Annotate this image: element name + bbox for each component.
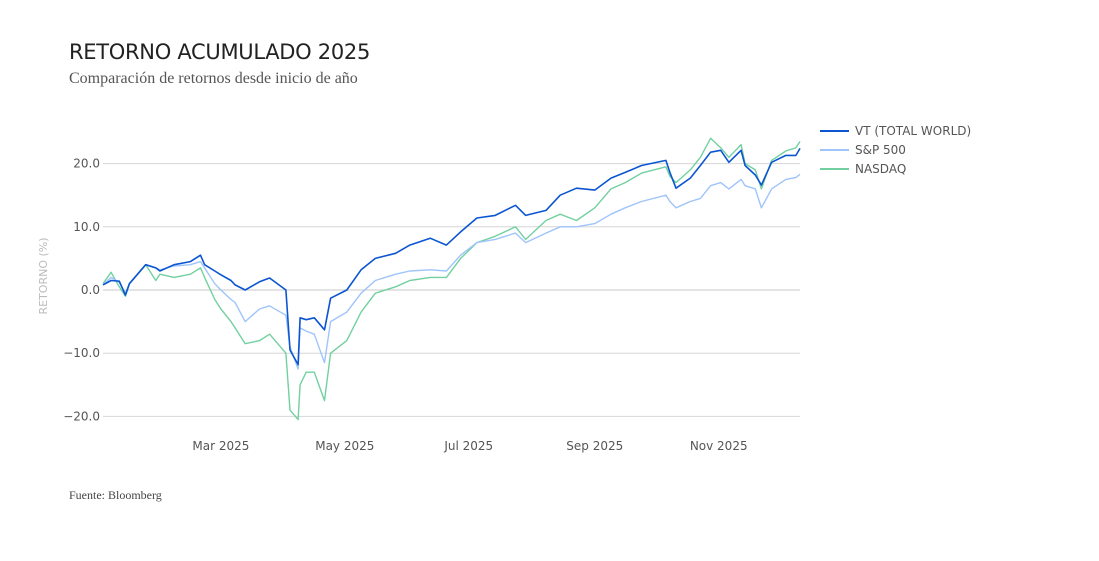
series-line-nasdaq — [102, 137, 801, 421]
legend-item[interactable]: S&P 500 — [820, 143, 906, 157]
x-axis-ticks: Mar 2025 May 2025 Jul 2025 Sep 2025 Nov 2025 — [192, 439, 747, 453]
x-tick-label: May 2025 — [315, 439, 374, 453]
legend-label: S&P 500 — [855, 143, 906, 157]
legend-label: NASDAQ — [855, 162, 906, 176]
y-axis-label: RETORNO (%) — [37, 237, 50, 314]
legend: VT (TOTAL WORLD) S&P 500 NASDAQ — [820, 124, 971, 176]
legend-item[interactable]: VT (TOTAL WORLD) — [820, 124, 971, 138]
chart-title: RETORNO ACUMULADO 2025 — [69, 40, 371, 64]
gridlines — [103, 163, 800, 417]
legend-label: VT (TOTAL WORLD) — [855, 124, 971, 138]
x-tick-label: Mar 2025 — [192, 439, 249, 453]
y-tick-label: 20.0 — [73, 157, 100, 171]
source-note: Fuente: Bloomberg — [69, 488, 162, 502]
series-line-s-p-500 — [102, 173, 801, 370]
legend-item[interactable]: NASDAQ — [820, 162, 906, 176]
y-tick-label: 0.0 — [81, 283, 100, 297]
chart-subtitle: Comparación de retornos desde inicio de … — [69, 70, 358, 87]
series-lines — [102, 137, 801, 421]
y-tick-label: −20.0 — [63, 409, 100, 423]
y-tick-label: −10.0 — [63, 346, 100, 360]
y-tick-label: 10.0 — [73, 220, 100, 234]
x-tick-label: Nov 2025 — [690, 439, 748, 453]
series-line-vt-total-world — [102, 147, 801, 366]
x-tick-label: Sep 2025 — [566, 439, 623, 453]
y-axis-ticks: 20.0 10.0 0.0 −10.0 −20.0 — [63, 157, 100, 424]
x-tick-label: Jul 2025 — [443, 439, 493, 453]
